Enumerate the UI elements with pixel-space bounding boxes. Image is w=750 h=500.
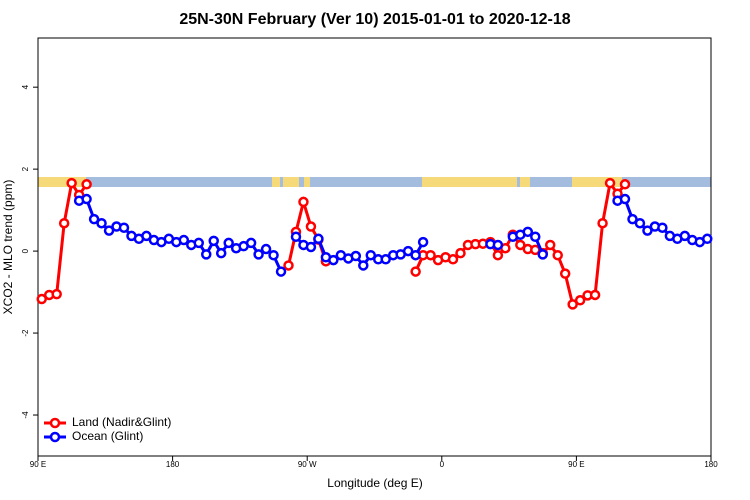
x-tick-label: 90 E [568, 460, 584, 469]
data-point [410, 249, 421, 261]
data-point [702, 233, 713, 245]
chart-title: 25N-30N February (Ver 10) 2015-01-01 to … [179, 11, 570, 28]
data-point [305, 221, 317, 232]
land-strip [38, 177, 86, 187]
y-tick-label: 0 [21, 248, 30, 253]
data-point [552, 249, 563, 261]
data-point [455, 247, 466, 259]
data-point [275, 266, 287, 277]
data-point [597, 217, 608, 229]
y-axis-label: XCO2 - MLO trend (ppm) [1, 180, 15, 315]
data-point [305, 241, 317, 253]
data-point [253, 249, 264, 260]
data-point [619, 193, 631, 205]
data-point [88, 213, 100, 225]
data-point [410, 266, 421, 277]
data-point [51, 288, 62, 300]
land-strip [572, 177, 622, 187]
x-tick-label: 90 E [30, 460, 46, 469]
data-point [36, 293, 47, 305]
data-point [559, 268, 571, 279]
data-point [365, 249, 377, 261]
data-point [417, 236, 429, 248]
data-point [245, 237, 257, 249]
land-strip [283, 177, 299, 187]
x-tick-label: 0 [440, 460, 445, 469]
data-point [58, 217, 70, 229]
data-point [268, 249, 279, 261]
data-point [425, 249, 436, 261]
data-point [313, 233, 324, 245]
data-point [589, 289, 601, 301]
data-point [492, 249, 504, 261]
data-point [447, 254, 459, 265]
data-point [515, 239, 526, 251]
data-point [350, 250, 362, 262]
land-strip [272, 177, 280, 187]
data-point [81, 193, 92, 205]
data-point [103, 225, 115, 236]
y-tick-label: 2 [21, 166, 30, 171]
data-point [66, 177, 77, 189]
ocean-strip [38, 177, 711, 187]
data-point [178, 234, 190, 246]
data-point [567, 299, 578, 310]
data-point [380, 254, 391, 265]
data-point [81, 179, 92, 190]
map-strip [38, 177, 711, 187]
data-point [642, 225, 653, 236]
data-point [141, 230, 152, 242]
data-point [193, 237, 205, 249]
legend-label: Land (Nadir&Glint) [72, 415, 171, 429]
x-tick-label: 90 W [298, 460, 317, 469]
data-point [627, 213, 638, 225]
y-tick-label: -4 [21, 411, 30, 419]
legend-marker [49, 417, 61, 429]
data-point [298, 196, 309, 208]
data-point [215, 247, 227, 259]
data-point [544, 239, 556, 251]
y-tick-label: -2 [21, 329, 30, 337]
data-point [260, 243, 272, 255]
data-point [530, 231, 541, 243]
data-point [328, 254, 339, 266]
legend-label: Ocean (Glint) [72, 429, 143, 443]
data-point [492, 239, 504, 251]
land-strip [422, 177, 517, 187]
data-point [201, 249, 212, 260]
x-tick-label: 180 [166, 460, 180, 469]
land-strip [304, 177, 310, 187]
data-point [118, 222, 130, 233]
data-point [574, 295, 586, 306]
series-line [78, 197, 708, 273]
plot-frame [37, 37, 712, 457]
data-point [223, 237, 234, 249]
x-axis-label: Longitude (deg E) [327, 476, 422, 490]
data-point [537, 249, 548, 260]
data-point [604, 177, 616, 189]
land-strip [520, 177, 530, 187]
data-point [619, 179, 631, 190]
y-tick-label: 4 [21, 84, 30, 89]
x-tick-label: 180 [704, 460, 718, 469]
data-point [96, 217, 107, 229]
legend-marker [49, 431, 61, 443]
data-point [634, 217, 646, 229]
data-point [679, 230, 691, 242]
data-point [358, 260, 369, 271]
data-point [522, 226, 534, 238]
data-point [402, 245, 414, 257]
data-point [208, 235, 219, 247]
data-point [283, 260, 294, 271]
data-point [657, 222, 668, 233]
data-point [290, 231, 302, 243]
